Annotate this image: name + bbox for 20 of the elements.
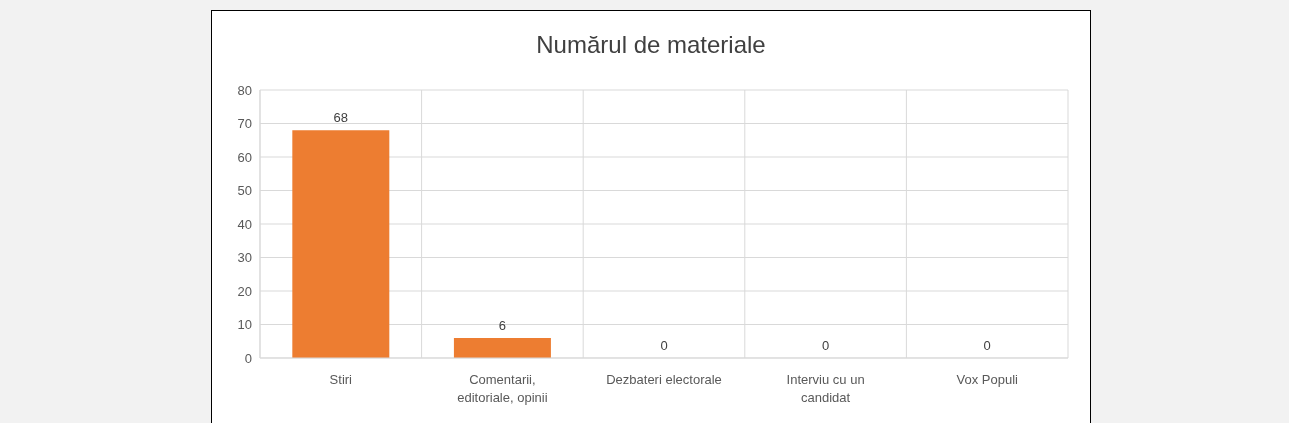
x-tick-label: Comentarii, editoriale, opinii	[457, 372, 548, 405]
x-tick-label: Dezbateri electorale	[606, 372, 722, 387]
y-tick-label: 50	[237, 183, 252, 199]
chart-title: Numărul de materiale	[535, 31, 767, 59]
data-label: 0	[821, 338, 830, 353]
data-label: 6	[498, 317, 507, 333]
y-tick-label: 0	[244, 350, 252, 366]
x-tick-label: Interviu cu un candidat	[786, 372, 865, 405]
x-tick-label: Stiri	[329, 372, 353, 387]
y-tick-label: 30	[237, 250, 252, 266]
y-tick-label: 40	[237, 216, 252, 232]
y-tick-label: 20	[237, 283, 252, 299]
data-label: 68	[333, 110, 349, 126]
data-label: 0	[660, 338, 668, 353]
y-tick-label: 80	[237, 82, 252, 98]
x-tick-label: Vox Populi	[956, 372, 1019, 387]
y-tick-label: 60	[237, 149, 252, 165]
data-label: 0	[983, 338, 991, 353]
y-tick-label: 70	[237, 116, 252, 132]
y-tick-label: 10	[237, 317, 252, 333]
